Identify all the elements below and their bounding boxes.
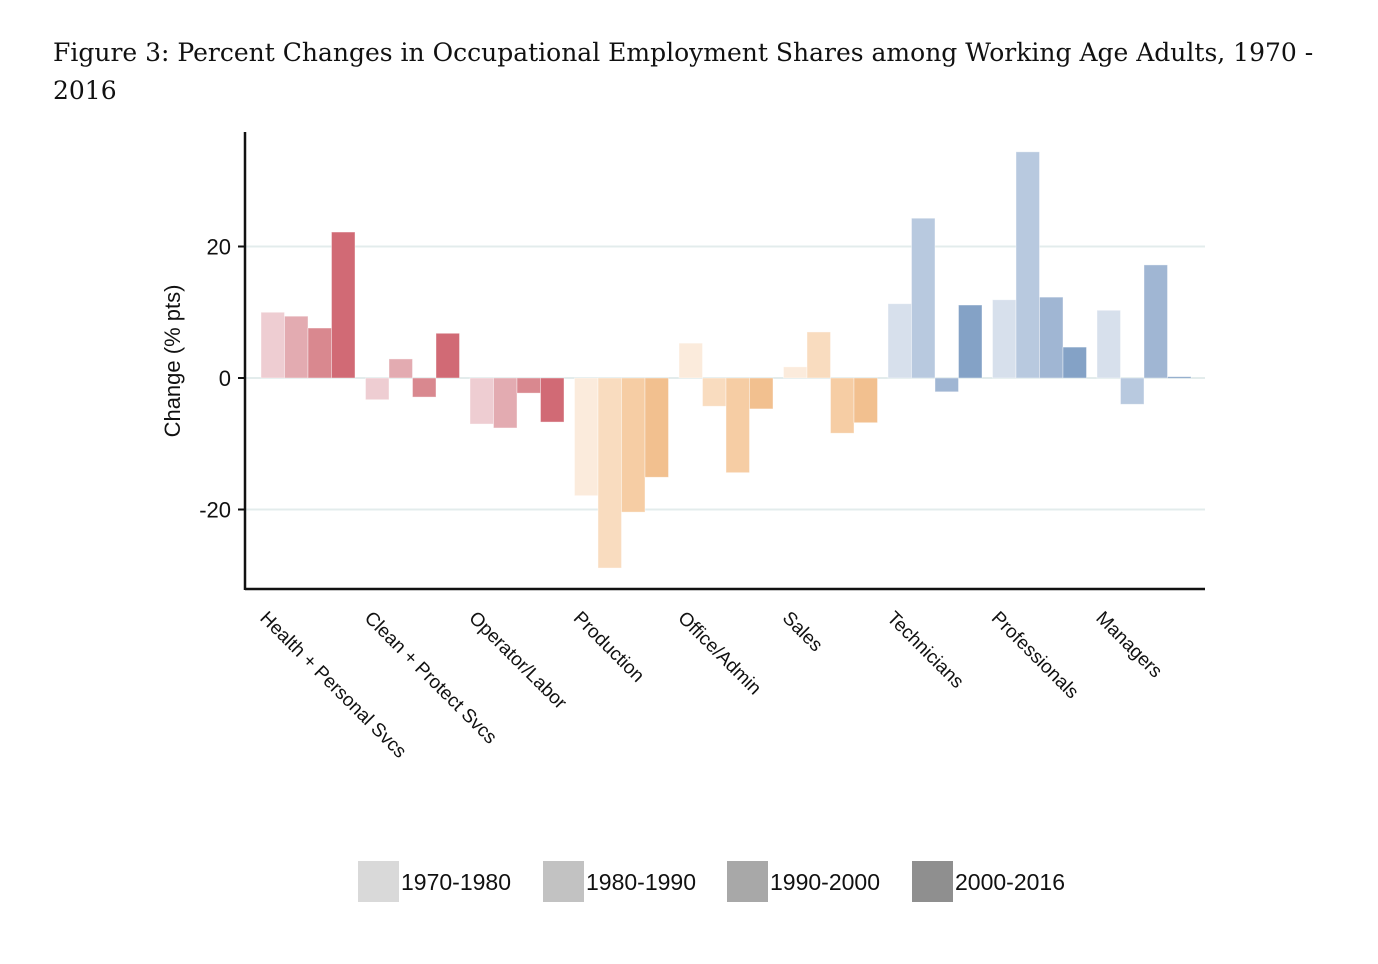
x-tick-label: Production — [569, 608, 648, 687]
bar-2-0 — [469, 377, 494, 425]
bar-5-0 — [783, 366, 808, 379]
x-tick-label: Sales — [778, 608, 826, 656]
legend-label: 1990-2000 — [770, 869, 880, 895]
bar-8-3 — [1167, 376, 1192, 379]
y-axis-label: Change (% pts) — [160, 285, 185, 438]
bar-5-2 — [830, 377, 855, 434]
bar-8-2 — [1143, 264, 1168, 379]
bar-4-3 — [749, 377, 774, 410]
legend-swatch — [727, 861, 768, 902]
bar-4-2 — [725, 377, 750, 474]
bar-7-1 — [1015, 151, 1040, 379]
bar-7-3 — [1062, 346, 1087, 379]
bar-8-1 — [1120, 377, 1145, 405]
bar-7-2 — [1039, 296, 1064, 379]
bar-7-0 — [992, 299, 1017, 379]
bar-3-2 — [621, 377, 646, 513]
legend-swatch — [358, 861, 399, 902]
legend-label: 2000-2016 — [955, 869, 1065, 895]
bar-2-2 — [516, 377, 541, 394]
bar-3-1 — [597, 377, 622, 569]
bar-5-1 — [806, 331, 831, 379]
y-tick-label: -20 — [199, 498, 231, 523]
x-tick-label: Professionals — [987, 608, 1083, 704]
legend-swatch — [912, 861, 953, 902]
legend-swatch — [543, 861, 584, 902]
y-tick-label: 20 — [207, 235, 231, 260]
bar-6-3 — [958, 304, 983, 379]
bar-0-1 — [284, 315, 309, 379]
y-tick-label: 0 — [219, 366, 231, 391]
bar-6-1 — [911, 217, 936, 379]
bar-4-0 — [678, 342, 703, 379]
x-tick-label: Technicians — [882, 608, 967, 693]
legend-label: 1970-1980 — [401, 869, 511, 895]
bar-6-0 — [887, 303, 912, 379]
bar-3-3 — [644, 377, 669, 478]
bar-2-3 — [540, 377, 565, 423]
legend-label: 1980-1990 — [586, 869, 696, 895]
figure-caption: Figure 3: Percent Changes in Occupationa… — [53, 38, 1314, 105]
bar-6-2 — [934, 377, 959, 393]
bar-2-1 — [493, 377, 518, 429]
bar-1-2 — [412, 377, 437, 398]
bar-3-0 — [574, 377, 599, 497]
bar-0-2 — [307, 327, 332, 379]
bar-1-3 — [435, 332, 460, 379]
x-tick-label: Office/Admin — [673, 608, 765, 700]
bar-1-1 — [388, 358, 413, 379]
x-tick-label: Operator/Labor — [464, 608, 570, 714]
bar-5-3 — [853, 377, 878, 424]
x-tick-label: Managers — [1091, 608, 1166, 683]
bar-0-0 — [260, 311, 285, 379]
bar-1-0 — [365, 377, 390, 401]
bar-4-1 — [702, 377, 727, 407]
bar-8-0 — [1096, 309, 1121, 379]
bar-0-3 — [331, 231, 356, 379]
